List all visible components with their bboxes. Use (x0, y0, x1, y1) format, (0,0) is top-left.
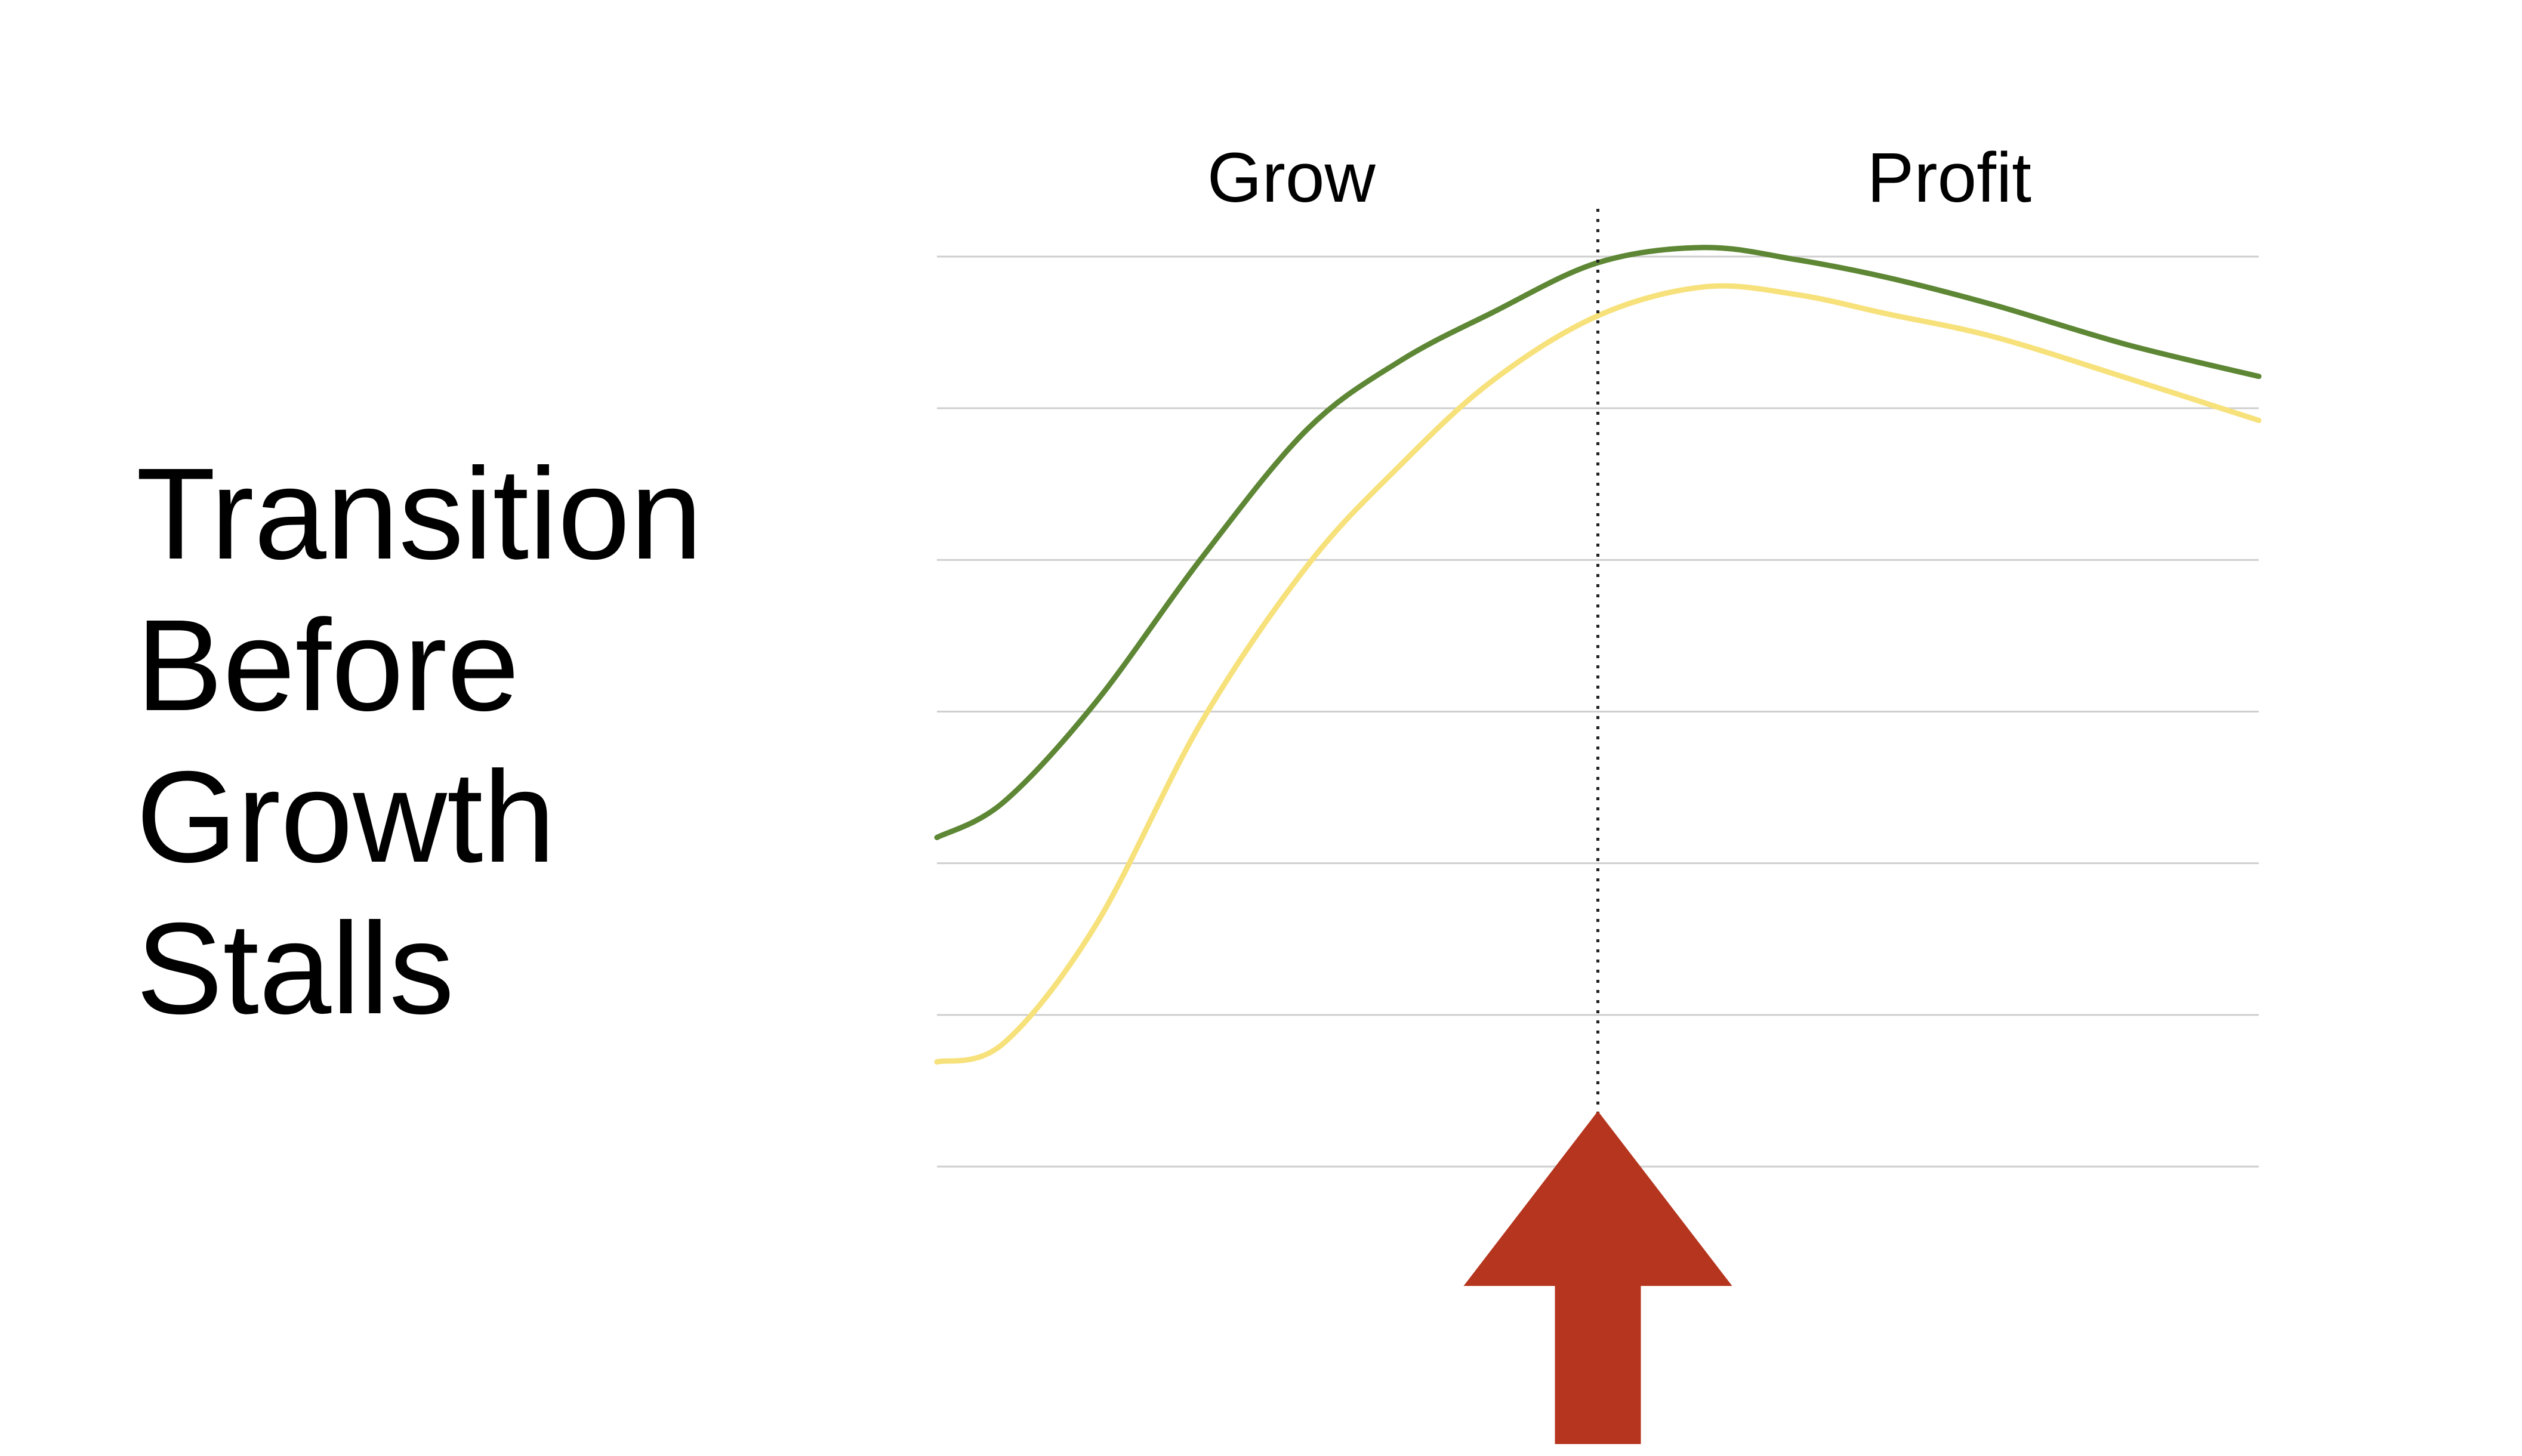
phase-label-grow: Grow (1207, 138, 1376, 217)
title-line-2: Before (136, 593, 520, 738)
phase-labels: Grow Profit (1207, 138, 2031, 217)
series-line-green (934, 245, 2262, 840)
slide-title: Transition Before Growth Stalls (136, 439, 793, 1045)
series-layer (934, 245, 2262, 1065)
phase-label-profit: Profit (1867, 138, 2031, 217)
up-arrow-annotation (1463, 1111, 1732, 1444)
title-line-4: Stalls (136, 896, 455, 1041)
title-line-1: Transition (136, 442, 703, 587)
arrow-layer (1463, 1111, 1732, 1444)
series-line-yellow (934, 283, 2262, 1065)
title-line-3: Growth (136, 745, 556, 890)
